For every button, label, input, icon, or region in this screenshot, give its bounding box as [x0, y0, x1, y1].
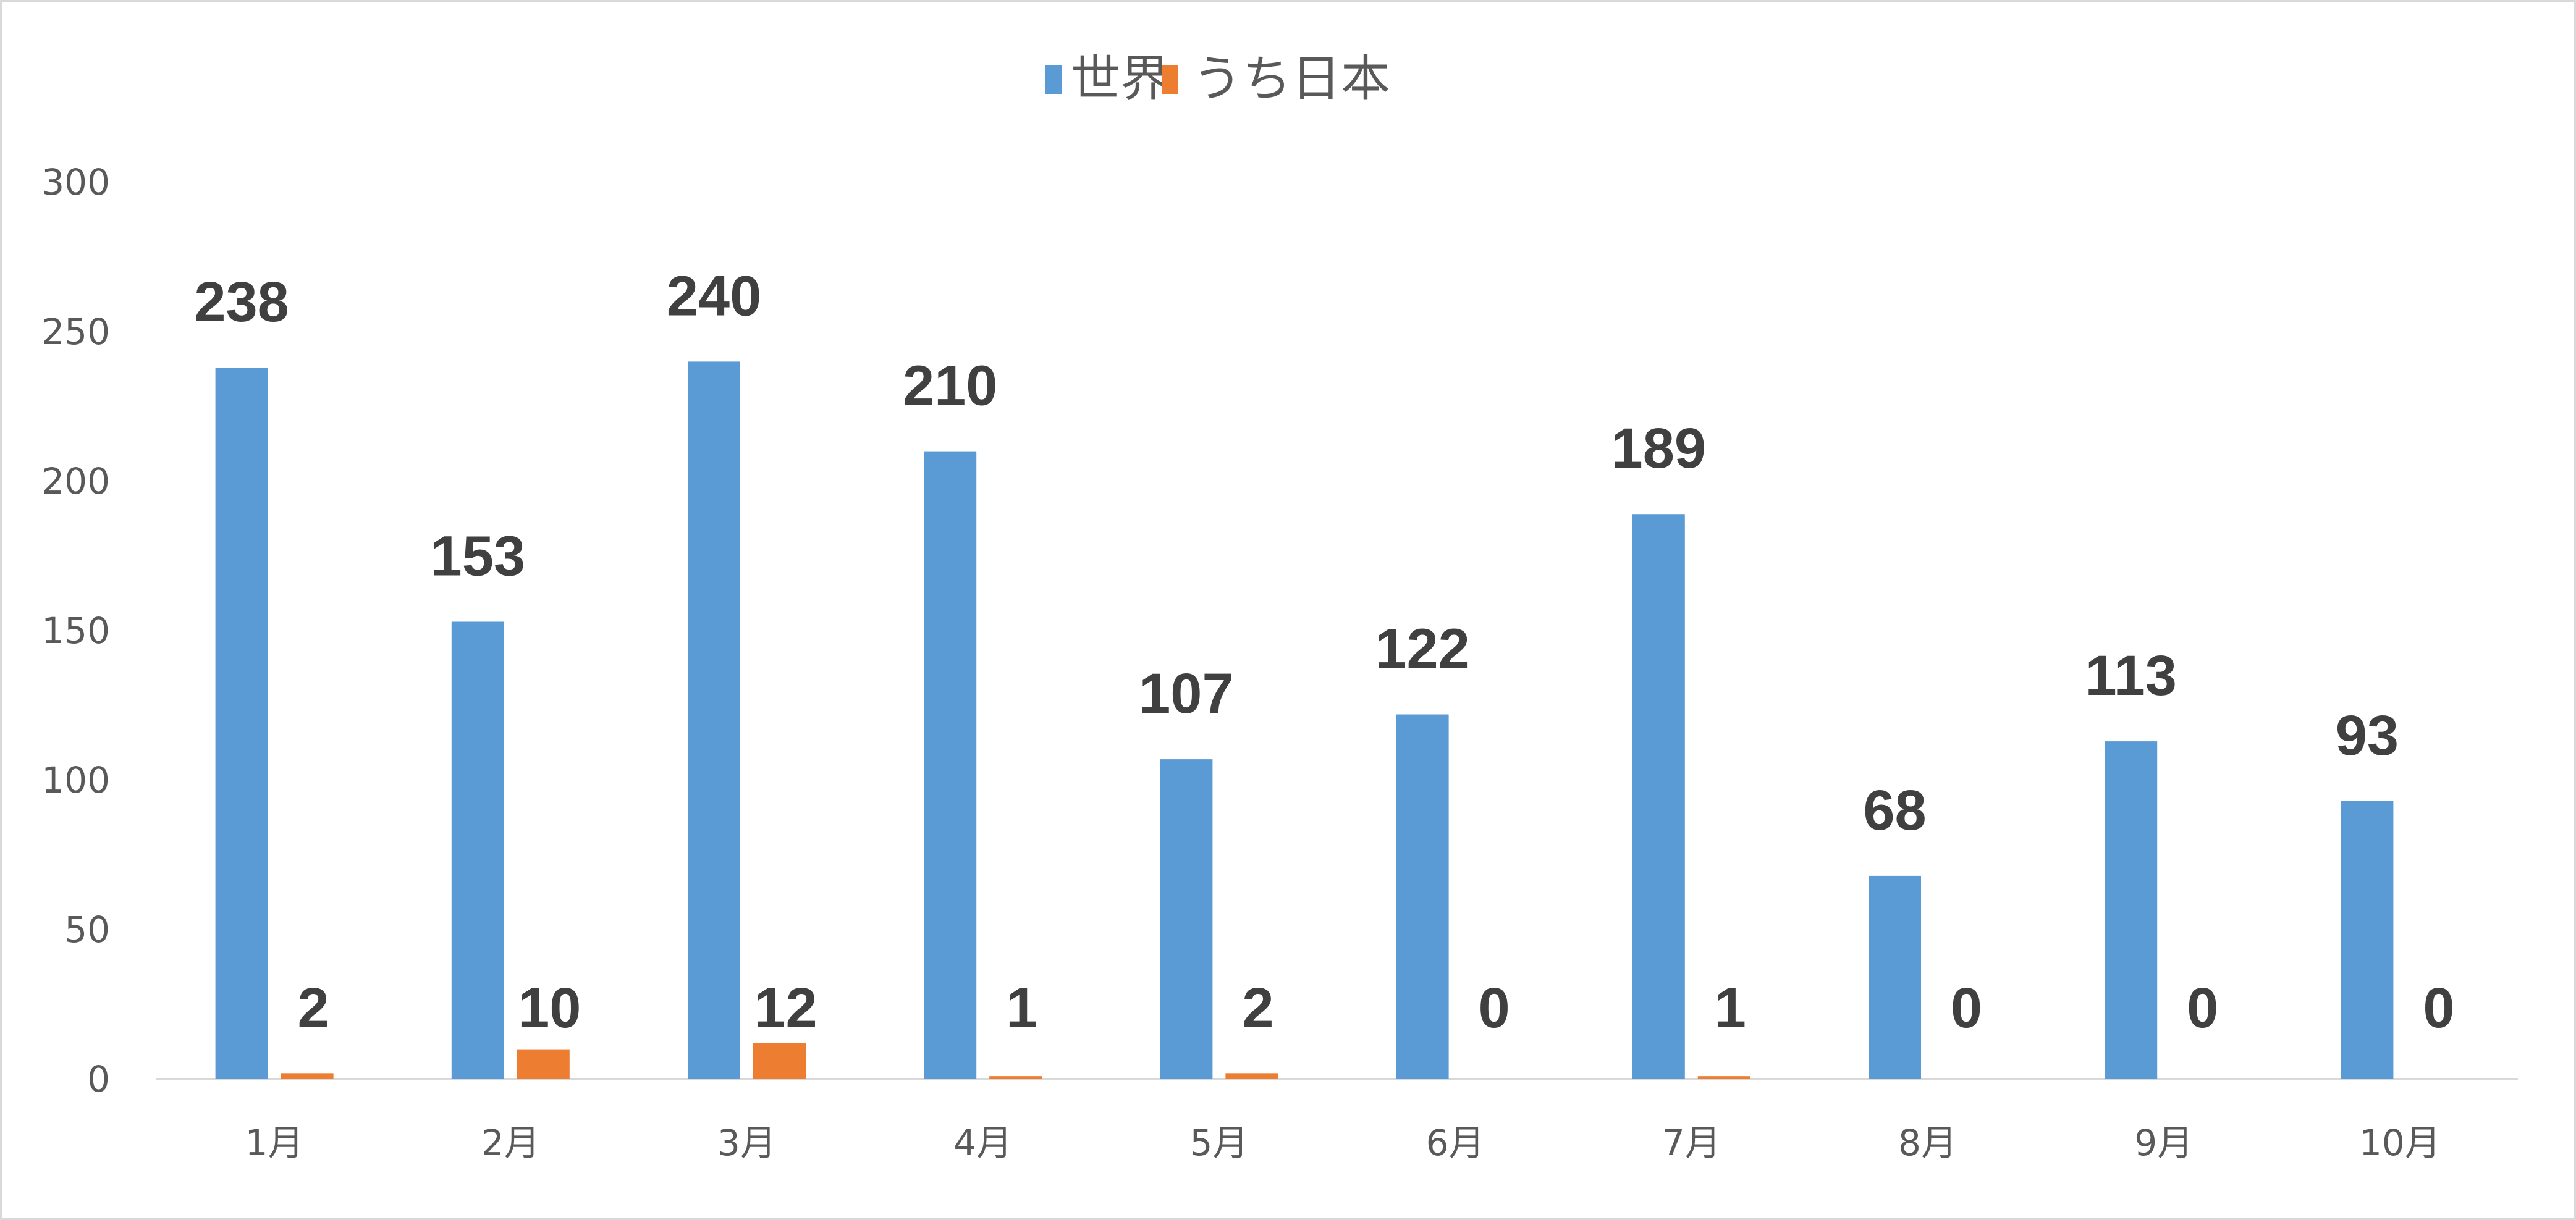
bar-japan: [989, 1076, 1042, 1079]
bar-world: [2341, 801, 2394, 1079]
data-label-world: 189: [1611, 417, 1707, 480]
legend-swatch-world: [1045, 65, 1062, 94]
bars: [215, 361, 2394, 1079]
data-label-world: 93: [2336, 704, 2399, 767]
bar-world: [924, 451, 977, 1079]
y-axis: 0 50 100 150 200 250 300: [41, 161, 110, 1100]
x-tick-label: 5月: [1189, 1122, 1248, 1164]
data-label-japan: 10: [518, 977, 581, 1040]
bar-japan: [753, 1043, 806, 1079]
y-tick-label: 0: [87, 1058, 110, 1100]
x-tick-label: 6月: [1426, 1122, 1485, 1164]
legend-label-japan: うち日本: [1193, 50, 1390, 107]
data-label-japan: 2: [298, 977, 329, 1040]
data-label-world: 68: [1863, 779, 1926, 842]
x-tick-label: 1月: [245, 1122, 304, 1164]
bar-world: [1869, 875, 1921, 1079]
bar-japan: [1225, 1073, 1278, 1079]
x-tick-label: 7月: [1662, 1122, 1721, 1164]
data-label-japan: 0: [1951, 977, 1982, 1040]
data-label-world: 122: [1375, 618, 1470, 681]
bar-japan: [1697, 1076, 1750, 1079]
x-tick-label: 8月: [1898, 1122, 1957, 1164]
data-label-japan: 12: [754, 977, 817, 1040]
y-tick-label: 50: [64, 909, 110, 951]
bar-world: [215, 368, 268, 1079]
data-label-world: 238: [194, 271, 289, 334]
x-tick-label: 2月: [481, 1122, 540, 1164]
bar-japan: [281, 1073, 334, 1079]
bar-world: [1632, 514, 1685, 1079]
data-label-world: 113: [2085, 644, 2176, 707]
bar-japan: [517, 1049, 570, 1079]
bar-world: [1396, 714, 1449, 1079]
bar-world: [688, 361, 740, 1079]
data-label-japan: 0: [1479, 977, 1510, 1040]
data-labels: 238 2 153 10 240 12 210 1 107 2 122 0 189 1 68 0 113 0 93 0: [194, 264, 2454, 1040]
y-tick-label: 150: [41, 610, 110, 652]
bar-world: [451, 621, 504, 1079]
data-label-japan: 1: [1715, 977, 1746, 1040]
x-tick-label: 10月: [2359, 1122, 2441, 1164]
data-label-world: 240: [667, 264, 762, 327]
x-tick-label: 9月: [2134, 1122, 2193, 1164]
data-label-world: 107: [1139, 662, 1234, 725]
data-label-japan: 0: [2187, 977, 2218, 1040]
y-tick-label: 300: [41, 161, 110, 203]
y-tick-label: 200: [41, 460, 110, 502]
x-tick-label: 3月: [717, 1122, 776, 1164]
bar-world: [2105, 741, 2158, 1079]
data-label-world: 210: [903, 355, 998, 418]
y-tick-label: 100: [41, 759, 110, 801]
bar-world: [1160, 759, 1213, 1079]
data-label-japan: 1: [1006, 977, 1037, 1040]
y-tick-label: 250: [41, 311, 110, 353]
data-label-japan: 2: [1242, 977, 1273, 1040]
legend-label-world: 世界: [1071, 50, 1170, 107]
data-label-japan: 0: [2423, 977, 2454, 1040]
legend: 世界 うち日本: [1045, 50, 1390, 107]
x-tick-label: 4月: [953, 1122, 1012, 1164]
data-label-world: 153: [431, 524, 526, 587]
legend-swatch-japan: [1162, 65, 1178, 94]
